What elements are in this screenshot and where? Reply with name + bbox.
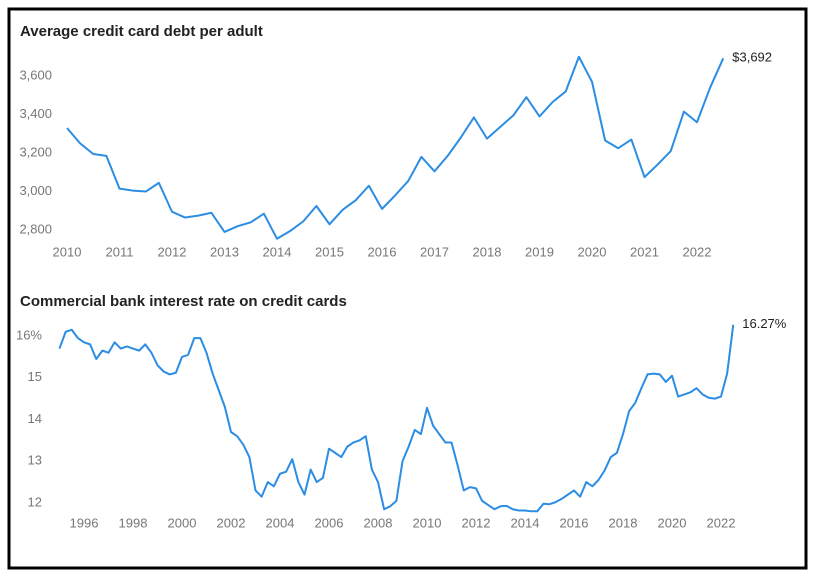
x-tick-label: 1998 [119,515,148,530]
x-tick-label: 1996 [70,515,99,530]
x-tick-label: 2016 [560,515,589,530]
y-tick-label: 14 [28,411,42,426]
x-tick-label: 2006 [315,515,344,530]
end-annotation: $3,692 [732,50,772,65]
x-tick-label: 2014 [511,515,540,530]
x-tick-label: 2004 [266,515,295,530]
y-tick-label: 16% [16,327,42,342]
x-tick-label: 2021 [630,244,659,259]
y-tick-label: 13 [28,453,42,468]
x-tick-label: 2010 [413,515,442,530]
x-tick-label: 2008 [364,515,393,530]
x-tick-label: 2002 [217,515,246,530]
end-annotation: 16.27% [742,316,787,331]
y-tick-label: 2,800 [19,221,52,236]
x-tick-label: 2014 [263,244,292,259]
x-tick-label: 2013 [210,244,239,259]
y-tick-label: 15 [28,369,42,384]
line-series [66,55,725,240]
x-tick-label: 2017 [420,244,449,259]
x-tick-label: 2022 [683,244,712,259]
x-tick-label: 2018 [473,244,502,259]
y-tick-label: 3,600 [19,67,52,82]
y-tick-label: 3,200 [19,144,52,159]
x-tick-label: 2022 [707,515,736,530]
x-tick-label: 2012 [462,515,491,530]
x-tick-label: 2018 [609,515,638,530]
chart-title: Average credit card debt per adult [20,23,263,40]
x-tick-label: 2019 [525,244,554,259]
chart-title: Commercial bank interest rate on credit … [20,293,347,310]
y-tick-label: 3,400 [19,106,52,121]
x-tick-label: 2012 [158,244,187,259]
x-tick-label: 2011 [106,244,134,259]
frame [7,7,808,570]
line-series [58,324,735,513]
x-tick-label: 2020 [578,244,607,259]
y-tick-label: 3,000 [19,183,52,198]
y-tick-label: 12 [28,494,42,509]
x-tick-label: 2010 [53,244,82,259]
x-tick-label: 2015 [315,244,344,259]
x-tick-label: 2020 [658,515,687,530]
x-tick-label: 2016 [368,244,397,259]
x-tick-label: 2000 [168,515,197,530]
